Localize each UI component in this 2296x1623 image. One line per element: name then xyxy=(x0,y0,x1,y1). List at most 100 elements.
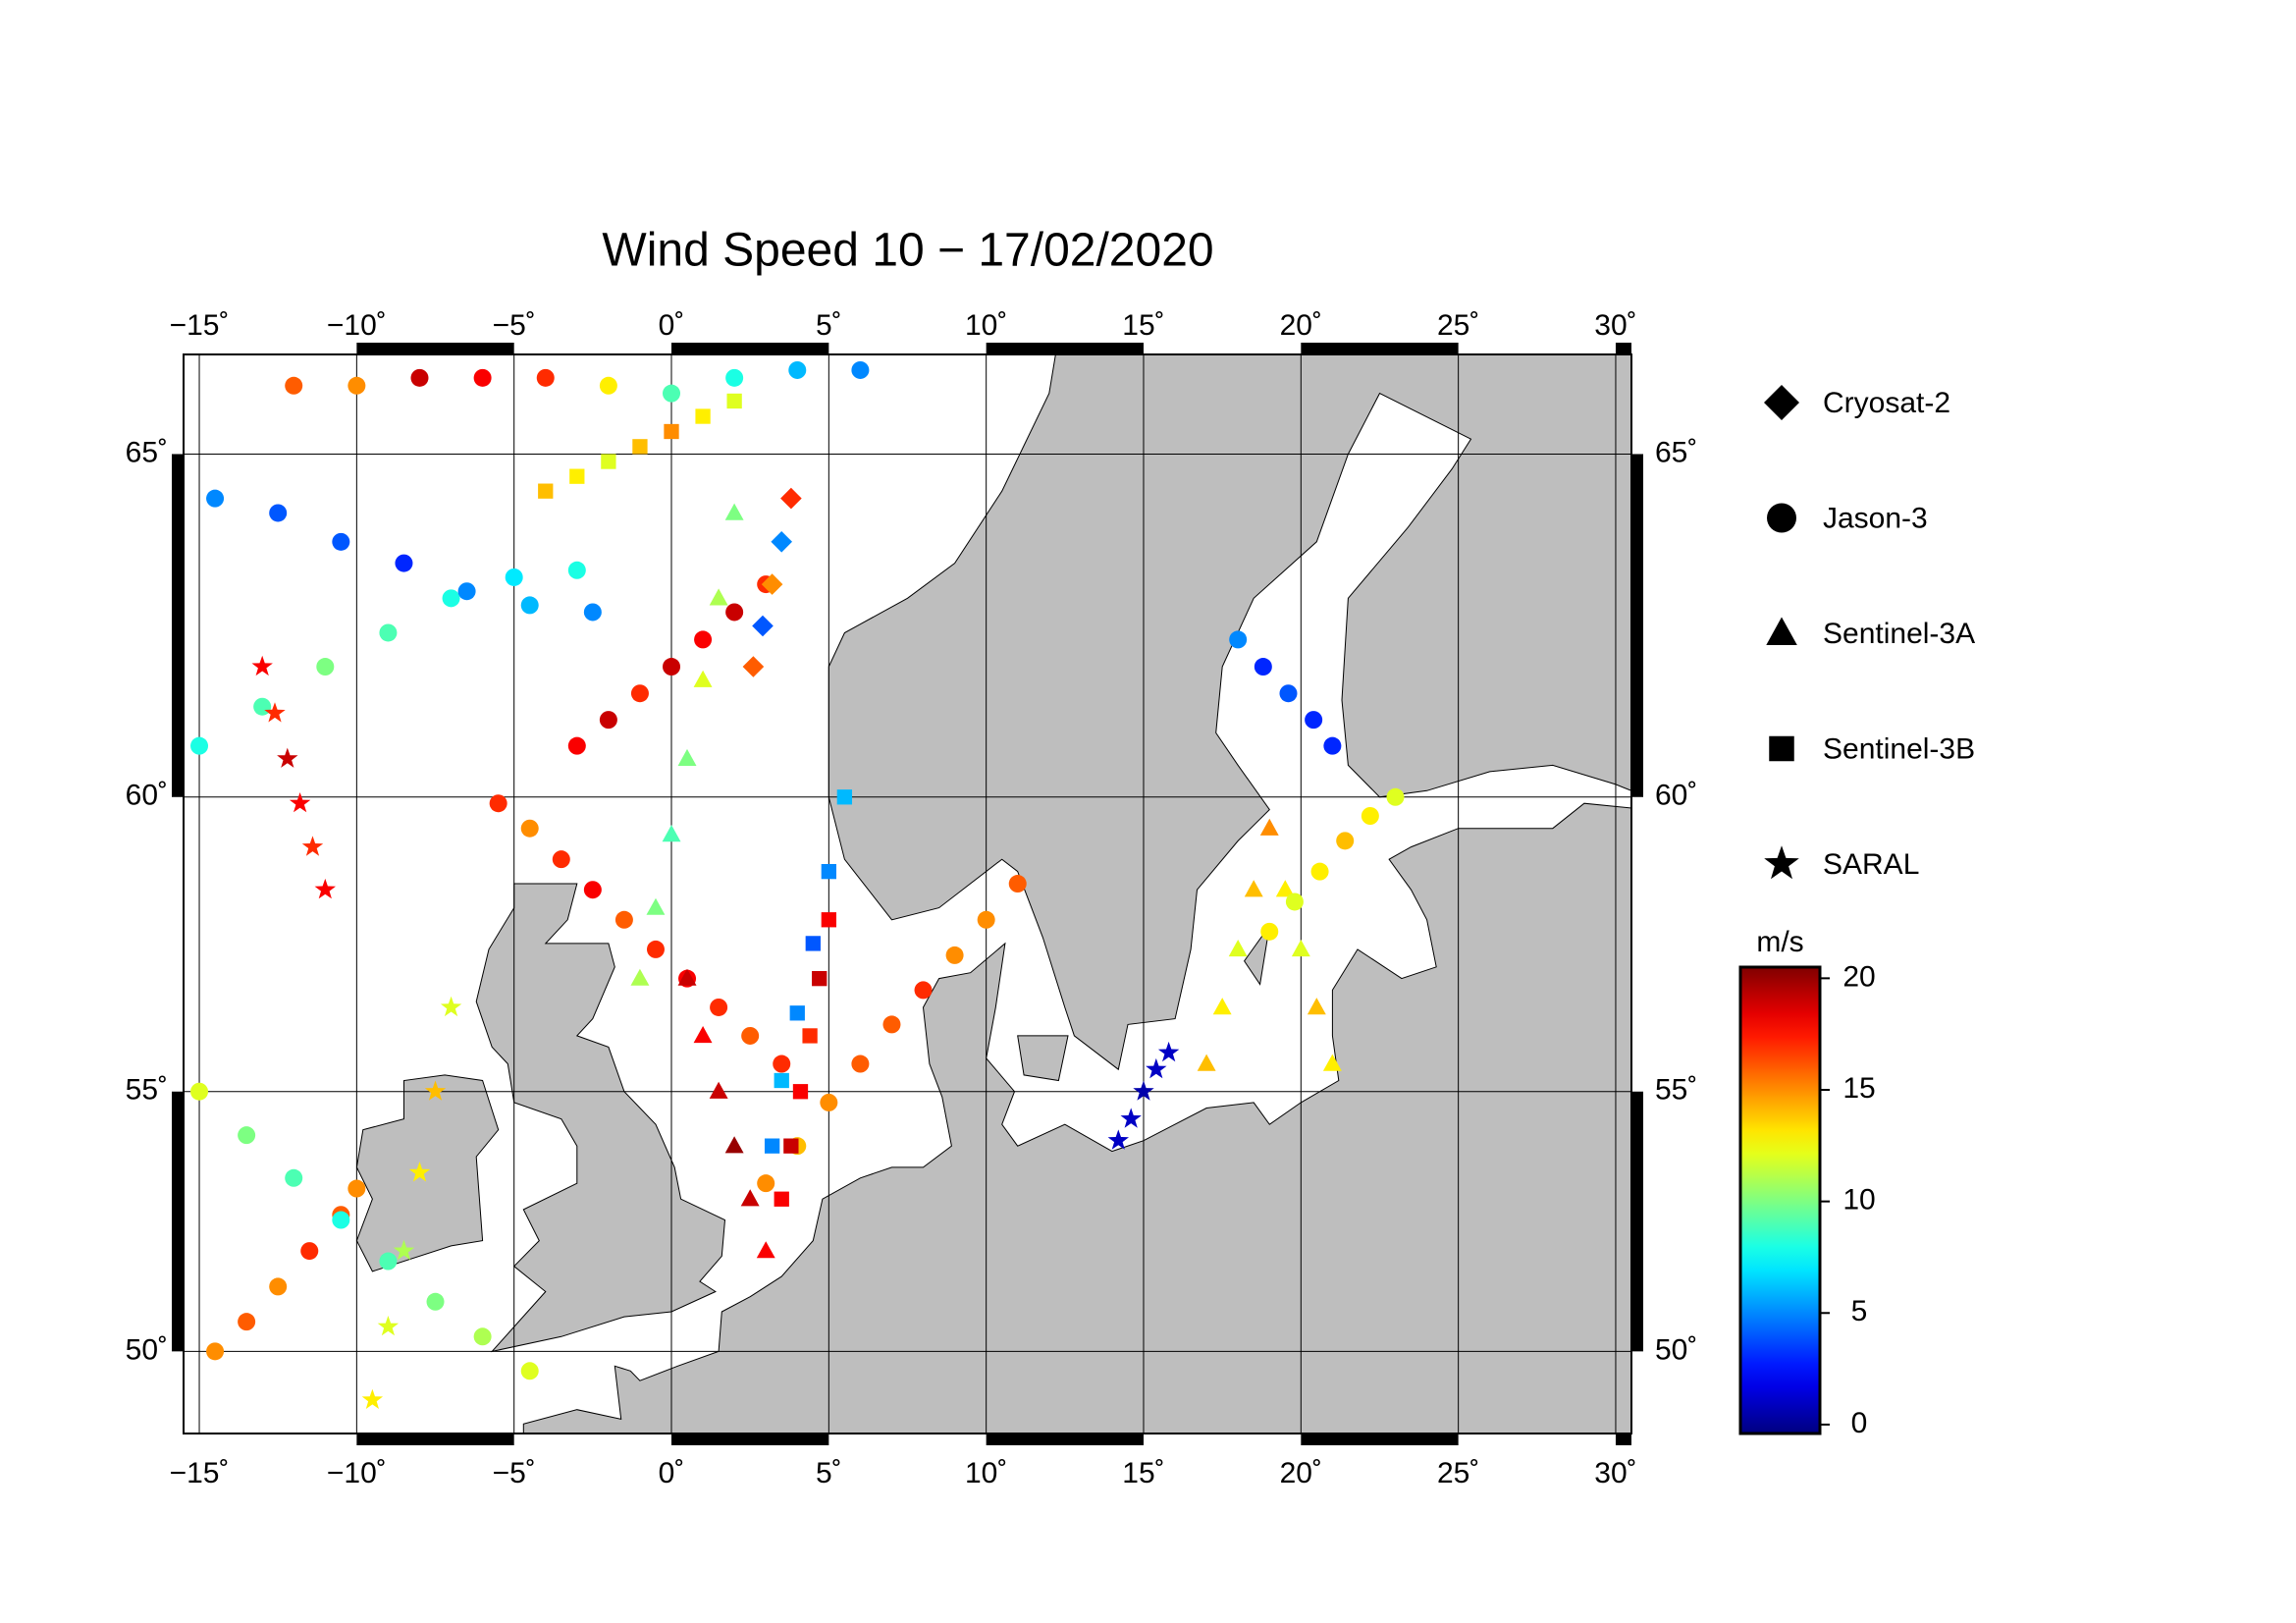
colorbar-tick-label: 10 xyxy=(1842,1184,1875,1217)
marker-circle xyxy=(788,360,807,379)
marker-triangle xyxy=(630,968,650,986)
marker-circle xyxy=(710,998,728,1016)
map-title: Wind Speed 10 − 17/02/2020 xyxy=(602,225,1213,277)
marker-circle xyxy=(914,981,933,1000)
marker-circle xyxy=(395,554,413,572)
marker-circle xyxy=(190,736,209,755)
colorbar-tick-label: 5 xyxy=(1851,1295,1868,1327)
map-frame: −15˚ −15˚ −10˚ −10˚ −5˚ −5˚ 0˚ 0˚ 5˚ 5˚ 10˚ 10˚ 15˚ 1… xyxy=(126,309,1698,1489)
marker-star xyxy=(1107,1129,1129,1150)
legend-label: Sentinel-3B xyxy=(1823,732,1975,765)
x-tick-label-top: 30˚ xyxy=(1594,309,1636,342)
frame-bar xyxy=(356,343,514,354)
marker-circle xyxy=(238,1313,256,1331)
marker-circle xyxy=(536,368,555,387)
marker-triangle xyxy=(662,825,681,842)
marker-circle xyxy=(1310,862,1329,881)
legend-label: SARAL xyxy=(1823,848,1919,881)
marker-square xyxy=(726,393,742,409)
x-tick-label-bottom: 30˚ xyxy=(1594,1457,1636,1489)
marker-triangle xyxy=(756,1241,775,1259)
legend-label: Jason-3 xyxy=(1823,502,1928,534)
marker-triangle xyxy=(724,503,744,520)
marker-star xyxy=(424,1080,447,1101)
marker-star xyxy=(393,1239,415,1261)
marker-circle xyxy=(238,1126,256,1145)
marker-triangle xyxy=(1275,880,1295,897)
y-tick-label-left: 60˚ xyxy=(126,780,168,812)
landmass xyxy=(1243,925,1270,986)
marker-triangle xyxy=(1322,1054,1342,1071)
marker-circle xyxy=(773,1055,791,1073)
graticule xyxy=(184,354,1631,1434)
x-tick-label-bottom: 15˚ xyxy=(1122,1457,1164,1489)
x-tick-label-bottom: −10˚ xyxy=(327,1457,387,1489)
x-tick-label-top: −10˚ xyxy=(327,309,387,342)
marker-square xyxy=(695,408,711,424)
x-tick-label-top: 0˚ xyxy=(659,309,685,342)
marker-star xyxy=(1120,1108,1142,1128)
legend: Cryosat-2 Jason-3 Sentinel-3A Sentinel-3B SA… xyxy=(1764,385,1975,881)
marker-circle xyxy=(851,360,870,379)
marker-circle xyxy=(1285,893,1304,911)
marker-circle xyxy=(520,819,539,838)
frame-bar xyxy=(1615,1434,1631,1445)
marker-circle xyxy=(820,1093,838,1111)
marker-triangle xyxy=(677,748,697,766)
marker-square xyxy=(802,1028,818,1044)
marker-square xyxy=(783,1138,799,1154)
x-tick-label-bottom: −5˚ xyxy=(493,1457,536,1489)
legend-symbol xyxy=(1764,845,1799,880)
land xyxy=(355,354,1631,1434)
frame-bar xyxy=(671,1434,829,1445)
legend-symbol xyxy=(1767,503,1796,533)
marker-circle xyxy=(379,1252,398,1271)
observations xyxy=(190,360,1405,1409)
x-tick-label-top: 5˚ xyxy=(816,309,842,342)
marker-triangle xyxy=(1197,1054,1216,1071)
legend-symbol xyxy=(1769,735,1794,762)
marker-star xyxy=(314,878,336,899)
x-tick-label-bottom: 25˚ xyxy=(1437,1457,1479,1489)
marker-star xyxy=(377,1316,400,1336)
marker-star xyxy=(1133,1080,1154,1101)
marker-circle xyxy=(567,561,586,579)
marker-circle xyxy=(945,946,964,964)
marker-square xyxy=(601,454,616,469)
marker-triangle xyxy=(1228,940,1248,957)
marker-circle xyxy=(1386,787,1405,806)
marker-circle xyxy=(1279,684,1298,703)
marker-circle xyxy=(599,376,617,395)
marker-diamond xyxy=(761,573,783,595)
marker-triangle xyxy=(724,1136,744,1154)
legend-label: Sentinel-3A xyxy=(1823,618,1975,650)
marker-circle xyxy=(694,630,713,649)
marker-circle xyxy=(741,1026,760,1045)
x-tick-label-top: 25˚ xyxy=(1437,309,1479,342)
marker-circle xyxy=(332,1211,350,1229)
colorbar-tick-label: 15 xyxy=(1842,1072,1875,1105)
marker-star xyxy=(264,702,286,723)
legend-symbol xyxy=(1764,385,1799,420)
legend-label: Cryosat-2 xyxy=(1823,387,1950,419)
marker-square xyxy=(774,1191,789,1207)
frame-bar xyxy=(172,1091,184,1352)
marker-circle xyxy=(206,489,225,508)
marker-circle xyxy=(316,658,335,676)
marker-circle xyxy=(520,596,539,615)
marker-square xyxy=(812,970,828,987)
marker-square xyxy=(569,468,585,484)
marker-circle xyxy=(630,684,649,703)
marker-circle xyxy=(1305,711,1323,730)
marker-triangle xyxy=(677,968,697,986)
x-tick-label-bottom: 10˚ xyxy=(965,1457,1007,1489)
marker-diamond xyxy=(742,656,765,677)
frame-bar xyxy=(1631,454,1643,797)
marker-diamond xyxy=(771,531,792,553)
frame-bar xyxy=(172,454,184,797)
marker-square xyxy=(792,1084,809,1100)
marker-square xyxy=(789,1005,805,1021)
marker-circle xyxy=(552,850,570,869)
marker-triangle xyxy=(1307,998,1326,1015)
x-tick-label-bottom: 5˚ xyxy=(816,1457,842,1489)
